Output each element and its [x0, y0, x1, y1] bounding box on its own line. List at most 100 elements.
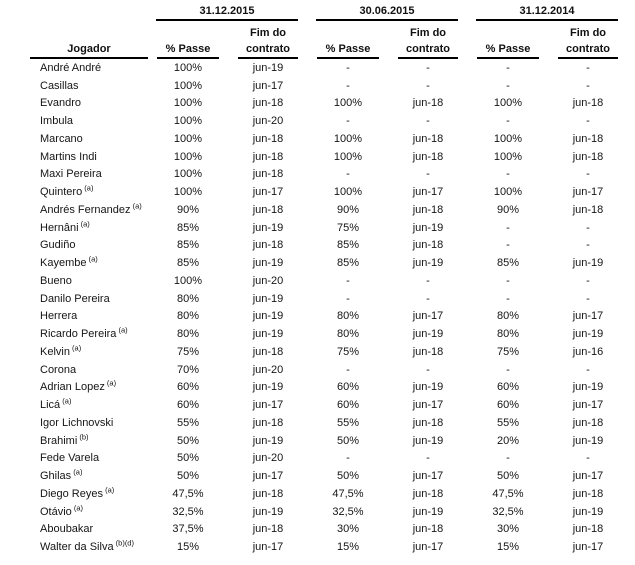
table-row: Maxi Pereira 100% jun-18 - - - -	[30, 166, 628, 184]
pct-passe-2015-12: 32,5%	[172, 505, 204, 518]
footnote-marker: (a)	[71, 502, 84, 512]
contract-end-2014-12: jun-18	[572, 416, 604, 429]
pct-passe-2015-06: 85%	[336, 239, 360, 252]
contract-end-2014-12: -	[586, 363, 590, 376]
contract-end-2014-12: -	[586, 61, 590, 74]
table-row: Martins Indi 100% jun-18 100% jun-18 100% jun-…	[30, 148, 628, 166]
pct-passe-2015-12: 80%	[176, 292, 200, 305]
pct-passe-2014-12: -	[506, 115, 510, 128]
contract-end-2015-06: jun-18	[412, 150, 444, 163]
contract-end-2015-12: jun-19	[252, 381, 284, 394]
pct-passe-2014-12: -	[506, 61, 510, 74]
pct-passe-2015-06: 80%	[336, 310, 360, 323]
table-row: Walter da Silva (b)(d) 15% jun-17 15% jun-17…	[30, 538, 628, 556]
players-contracts-table: 31.12.2015 30.06.2015 31.12.2014 Fim do …	[30, 5, 628, 556]
contract-end-2014-12: -	[586, 452, 590, 465]
date-label: 31.12.2014	[476, 5, 618, 21]
passe-header: % Passe	[468, 39, 548, 59]
player-name: Martins Indi	[40, 150, 97, 163]
player-name: Fede Varela	[40, 452, 100, 465]
table-row: Hernâni (a) 85% jun-19 75% jun-19 - -	[30, 219, 628, 237]
contract-end-2015-12: jun-17	[252, 79, 284, 92]
table-row: Danilo Pereira 80% jun-19 - - - -	[30, 290, 628, 308]
pct-passe-2015-06: 15%	[336, 541, 360, 554]
passe-header: % Passe	[148, 39, 228, 59]
contract-end-2015-06: -	[426, 115, 430, 128]
table-row: Andrés Fernandez (a) 90% jun-18 90% jun-18 90…	[30, 201, 628, 219]
pct-passe-2015-12: 100%	[173, 79, 203, 92]
contract-end-2015-12: jun-18	[252, 239, 284, 252]
pct-passe-2015-12: 100%	[173, 132, 203, 145]
contract-end-2015-06: jun-17	[412, 399, 444, 412]
contract-end-2015-06: jun-17	[412, 470, 444, 483]
pct-passe-2015-12: 100%	[173, 115, 203, 128]
player-name: Otávio (a)	[40, 502, 84, 518]
contract-end-2015-06: jun-18	[412, 132, 444, 145]
contract-end-2014-12: jun-19	[572, 328, 604, 341]
fim-do-label: Fim do	[569, 27, 607, 39]
contract-end-2015-12: jun-17	[252, 470, 284, 483]
pct-passe-2014-12: -	[506, 221, 510, 234]
contract-end-2014-12: jun-19	[572, 434, 604, 447]
table-row: Evandro 100% jun-18 100% jun-18 100% jun-18	[30, 95, 628, 113]
contract-end-2014-12: -	[586, 168, 590, 181]
table-row: Kayembe (a) 85% jun-19 85% jun-19 85% jun-19	[30, 254, 628, 272]
pct-passe-2014-12: -	[506, 452, 510, 465]
player-name: Kayembe (a)	[40, 254, 98, 270]
pct-passe-2015-06: -	[346, 115, 350, 128]
passe-header: % Passe	[308, 39, 388, 59]
pct-passe-2015-12: 90%	[176, 203, 200, 216]
pct-passe-2015-06: 100%	[333, 186, 363, 199]
contract-end-2015-06: -	[426, 452, 430, 465]
contract-end-2015-12: jun-18	[252, 132, 284, 145]
pct-passe-2015-06: 30%	[336, 523, 360, 536]
pct-passe-2014-12: -	[506, 168, 510, 181]
player-name: Quintero (a)	[40, 183, 94, 199]
contract-end-2015-12: jun-19	[252, 505, 284, 518]
pct-passe-2015-06: 60%	[336, 399, 360, 412]
contract-end-2015-06: -	[426, 274, 430, 287]
pct-passe-2014-12: 85%	[496, 257, 520, 270]
contract-end-2015-06: -	[426, 292, 430, 305]
pct-passe-2014-12: -	[506, 79, 510, 92]
pct-passe-2014-12: -	[506, 292, 510, 305]
pct-passe-2015-06: 50%	[336, 470, 360, 483]
contract-end-2014-12: jun-17	[572, 470, 604, 483]
pct-passe-2015-06: 55%	[336, 416, 360, 429]
pct-passe-2015-06: 60%	[336, 381, 360, 394]
footnote-marker: (a)	[102, 485, 115, 495]
contract-end-2014-12: jun-18	[572, 132, 604, 145]
pct-passe-2015-06: 75%	[336, 345, 360, 358]
pct-passe-2015-12: 100%	[173, 274, 203, 287]
player-name: Licá (a)	[40, 396, 72, 412]
pct-passe-2015-06: 90%	[336, 203, 360, 216]
pct-passe-2014-12: -	[506, 363, 510, 376]
contract-end-2014-12: jun-16	[572, 345, 604, 358]
table-row: Bueno 100% jun-20 - - - -	[30, 272, 628, 290]
pct-passe-2015-12: 70%	[176, 363, 200, 376]
player-name: Maxi Pereira	[40, 168, 102, 181]
player-name: Danilo Pereira	[40, 292, 110, 305]
contract-end-2015-06: jun-19	[412, 221, 444, 234]
player-name: Ricardo Pereira (a)	[40, 325, 128, 341]
player-name: Igor Lichnovski	[40, 416, 114, 429]
table-header: 31.12.2015 30.06.2015 31.12.2014 Fim do …	[30, 5, 628, 59]
pct-passe-2014-12: 30%	[496, 523, 520, 536]
contract-end-2015-12: jun-19	[252, 61, 284, 74]
contract-end-2014-12: -	[586, 115, 590, 128]
pct-passe-2015-12: 60%	[176, 381, 200, 394]
empty-cell	[30, 21, 148, 39]
pct-passe-2014-12: 100%	[493, 132, 523, 145]
contract-end-2015-12: jun-18	[252, 523, 284, 536]
pct-passe-2014-12: 55%	[496, 416, 520, 429]
footnote-marker: (b)	[77, 431, 89, 441]
contract-end-2015-12: jun-18	[252, 487, 284, 500]
footnote-marker: (b)(d)	[113, 538, 134, 548]
pct-passe-2015-12: 47,5%	[172, 487, 204, 500]
pct-passe-2015-12: 100%	[173, 168, 203, 181]
player-name: Corona	[40, 363, 77, 376]
contract-end-2015-06: jun-17	[412, 310, 444, 323]
contract-end-2015-12: jun-20	[252, 274, 284, 287]
table-row: Herrera 80% jun-19 80% jun-17 80% jun-17	[30, 308, 628, 326]
